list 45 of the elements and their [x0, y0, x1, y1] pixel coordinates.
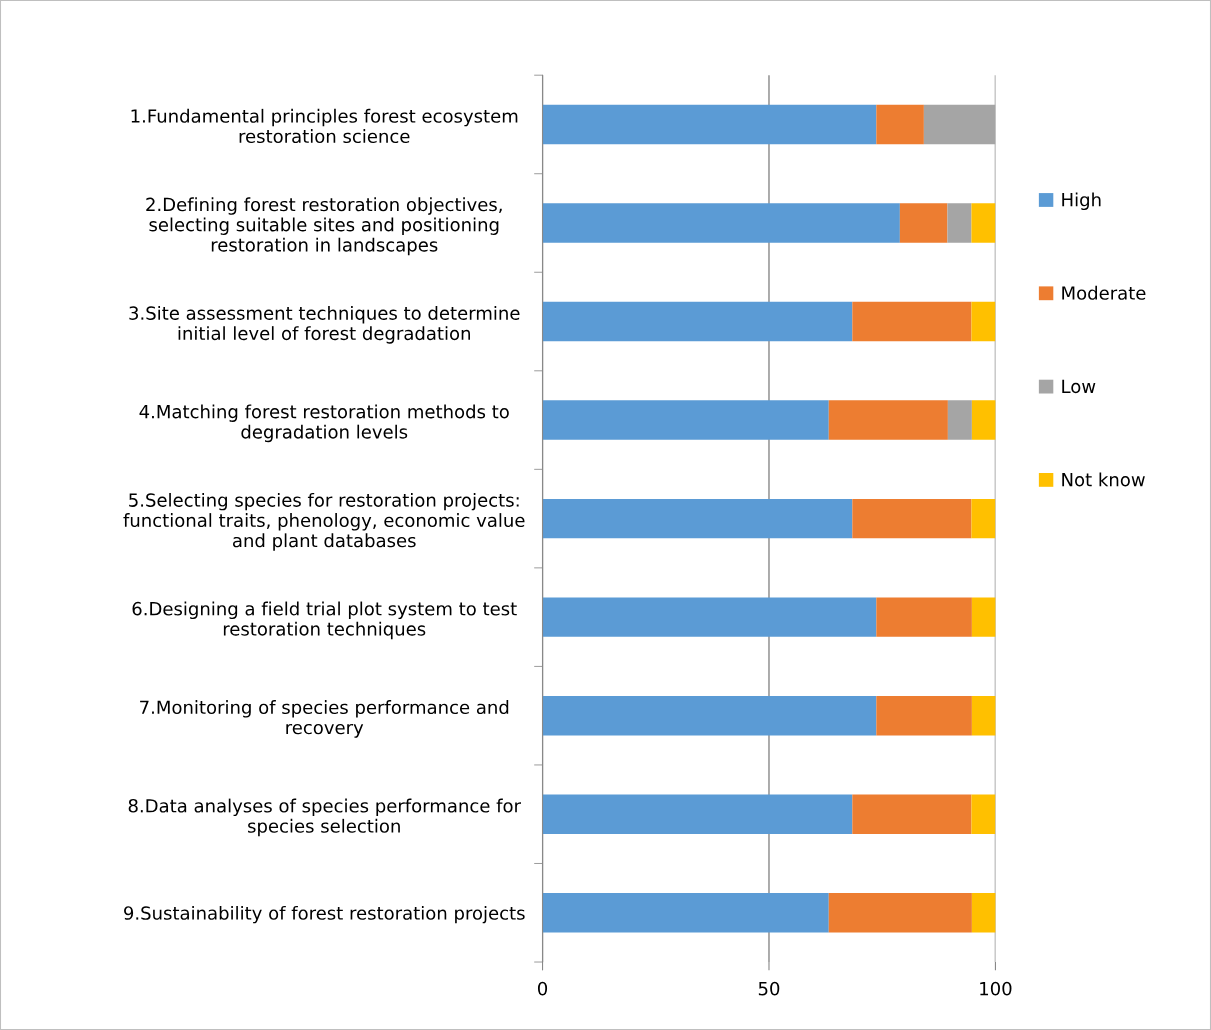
- bar: [542, 597, 877, 637]
- bar: [542, 203, 900, 243]
- bar: [542, 498, 853, 539]
- legend-label: High: [1062, 192, 1101, 211]
- bar: [971, 597, 996, 637]
- y-tick-label: 9.Sustainability of forest restoration projects: [124, 905, 525, 924]
- bar: [876, 597, 972, 637]
- legend-label: Moderate: [1062, 285, 1146, 300]
- bar: [852, 301, 972, 342]
- bar: [923, 104, 996, 145]
- bar: [542, 794, 853, 834]
- bar: [852, 498, 972, 539]
- y-tick-label: 7.Monitoring of species performance and recovery: [140, 700, 509, 738]
- bar: [828, 893, 972, 933]
- bar: [542, 893, 829, 933]
- bar: [542, 400, 829, 440]
- y-tick-label: 2.Defining forest restoration objectives, selecting suitable sites and positioning restoration in landscapes: [146, 197, 502, 256]
- bar: [542, 104, 877, 145]
- x-tick-label: 100: [980, 981, 1012, 996]
- bar: [876, 104, 924, 145]
- bar: [542, 695, 877, 736]
- bar: [852, 794, 972, 834]
- bar: [971, 203, 996, 243]
- bar: [971, 893, 996, 933]
- bar: [971, 498, 996, 539]
- bar: [971, 301, 996, 342]
- bar: [876, 695, 972, 736]
- x-tick-label: 0: [537, 981, 548, 996]
- bar: [899, 203, 948, 243]
- bar: [947, 400, 972, 440]
- legend-label: Not know: [1062, 472, 1145, 487]
- x-tick-label: 50: [758, 981, 780, 996]
- bar: [971, 695, 996, 736]
- y-tick-label: 6.Designing a field trial plot system to test restoration techniques: [132, 601, 517, 640]
- legend-label: Low: [1062, 379, 1096, 394]
- y-tick-label: 1.Fundamental principles forest ecosystem restoration science: [131, 108, 518, 144]
- y-tick-label: 5.Selecting species for restoration projects: functional traits, phenology, economic value and plant databases: [123, 492, 525, 551]
- bar: [542, 301, 853, 342]
- bar: [971, 400, 996, 440]
- bar: [828, 400, 948, 440]
- y-tick-label: 4.Matching forest restoration methods to degradation levels: [139, 404, 509, 443]
- y-tick-label: 8.Data analyses of species performance for species selection: [128, 798, 521, 837]
- bar: [947, 203, 972, 243]
- y-tick-label: 3.Site assessment techniques to determine initial level of forest degradation: [129, 305, 520, 344]
- bar: [971, 794, 996, 834]
